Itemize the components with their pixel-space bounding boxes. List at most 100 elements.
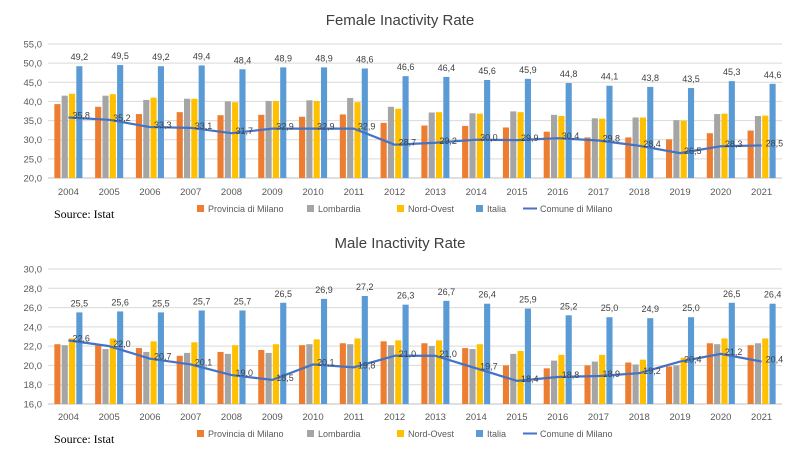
bar-provincia-di-milano: [339, 114, 346, 178]
data-label: 49,2: [152, 52, 170, 62]
bar-provincia-di-milano: [217, 115, 224, 178]
y-tick-label: 24,0: [24, 322, 43, 333]
bar-provincia-di-milano: [258, 350, 265, 404]
bar-lombardia: [632, 364, 639, 404]
y-tick-label: 35,0: [24, 116, 43, 127]
bar-italia: [320, 298, 328, 404]
data-label: 26,5: [274, 289, 292, 299]
data-label: 25,2: [560, 301, 578, 311]
bar-italia: [647, 318, 654, 404]
line-data-label: 32,9: [276, 122, 294, 132]
male-chart-panel: Male Inactivity Rate 16,0 18,0 20,0 22,0 24,…: [0, 226, 800, 450]
bar-italia: [198, 310, 205, 404]
data-label: 44,8: [560, 69, 578, 79]
bar-nord-ovest: [191, 342, 198, 404]
line-data-label: 28,4: [643, 139, 661, 149]
bar-nord-ovest: [395, 108, 402, 178]
bar-provincia-di-milano: [54, 104, 61, 178]
bar-lombardia: [591, 361, 598, 404]
bar-nord-ovest: [517, 350, 524, 404]
legend-label: Nord-Ovest: [408, 429, 455, 439]
bar-italia: [443, 76, 450, 178]
bar-lombardia: [102, 349, 109, 404]
bar-provincia-di-milano: [339, 343, 346, 404]
x-tick-label: 2017: [588, 187, 609, 198]
bar-provincia-di-milano: [380, 341, 387, 404]
legend-label: Provincia di Milano: [208, 429, 284, 439]
x-tick-label: 2005: [99, 412, 120, 423]
x-tick-label: 2014: [466, 187, 487, 198]
x-tick-label: 2017: [588, 412, 609, 423]
x-tick-label: 2014: [466, 412, 487, 423]
bar-lombardia: [265, 101, 272, 178]
bar-lombardia: [428, 112, 435, 178]
bar-provincia-di-milano: [625, 362, 632, 404]
bar-italia: [239, 69, 246, 178]
data-label: 26,3: [397, 291, 415, 301]
bar-nord-ovest: [68, 338, 76, 404]
bar-lombardia: [61, 95, 68, 178]
line-data-label: 19,7: [480, 361, 498, 371]
line-data-label: 33,1: [195, 121, 213, 131]
bar-italia: [157, 312, 164, 404]
legend-swatch: [476, 430, 483, 437]
legend-label: Nord-Ovest: [408, 204, 455, 214]
bar-lombardia: [61, 345, 68, 404]
line-data-label: 18,8: [562, 370, 580, 380]
data-label: 46,6: [397, 62, 415, 72]
bar-lombardia: [347, 344, 354, 404]
bar-lombardia: [306, 344, 313, 404]
legend-label: Lombardia: [318, 429, 361, 439]
bar-nord-ovest: [762, 115, 769, 178]
bar-lombardia: [224, 101, 231, 178]
bar-italia: [524, 308, 531, 404]
legend-label: Italia: [487, 429, 506, 439]
x-tick-label: 2013: [425, 412, 446, 423]
bar-nord-ovest: [762, 338, 769, 404]
line-comune-di-milano: [68, 339, 762, 382]
line-data-label: 22,0: [113, 339, 131, 349]
bar-italia: [728, 302, 735, 404]
y-tick-label: 18,0: [24, 380, 43, 391]
data-label: 48,9: [274, 53, 292, 63]
bar-lombardia: [387, 345, 395, 404]
legend-label: Provincia di Milano: [208, 204, 284, 214]
x-tick-label: 2018: [629, 412, 650, 423]
x-tick-label: 2007: [180, 412, 201, 423]
bar-nord-ovest: [476, 113, 483, 178]
line-data-label: 20,1: [317, 357, 335, 367]
bar-provincia-di-milano: [380, 122, 387, 178]
line-data-label: 18,4: [521, 374, 539, 384]
legend-swatch: [197, 205, 204, 212]
bar-provincia-di-milano: [299, 116, 306, 178]
bar-italia: [606, 85, 613, 178]
data-label: 25,9: [519, 295, 537, 305]
bar-italia: [402, 76, 409, 178]
bar-lombardia: [306, 100, 313, 178]
bar-italia: [484, 303, 491, 404]
y-tick-label: 16,0: [24, 400, 43, 411]
bar-provincia-di-milano: [706, 343, 713, 404]
y-tick-label: 28,0: [24, 284, 43, 295]
bar-italia: [320, 67, 328, 178]
bar-lombardia: [224, 353, 231, 404]
x-tick-label: 2008: [221, 412, 242, 423]
data-label: 25,5: [71, 298, 89, 308]
legend-label: Italia: [487, 204, 506, 214]
bar-lombardia: [754, 343, 762, 404]
x-tick-label: 2012: [384, 412, 405, 423]
x-tick-label: 2016: [547, 412, 568, 423]
data-label: 25,5: [152, 298, 170, 308]
bar-provincia-di-milano: [666, 139, 673, 178]
y-tick-label: 55,0: [24, 40, 43, 51]
bar-italia: [280, 67, 287, 178]
line-data-label: 20,1: [195, 357, 213, 367]
chart-title: Male Inactivity Rate: [334, 235, 466, 252]
legend-swatch: [307, 205, 314, 212]
bar-lombardia: [347, 97, 354, 178]
line-data-label: 29,9: [521, 133, 539, 143]
data-label: 44,6: [764, 70, 782, 80]
line-data-label: 30,4: [562, 131, 580, 141]
data-label: 48,4: [234, 55, 252, 65]
data-label: 26,4: [478, 290, 496, 300]
